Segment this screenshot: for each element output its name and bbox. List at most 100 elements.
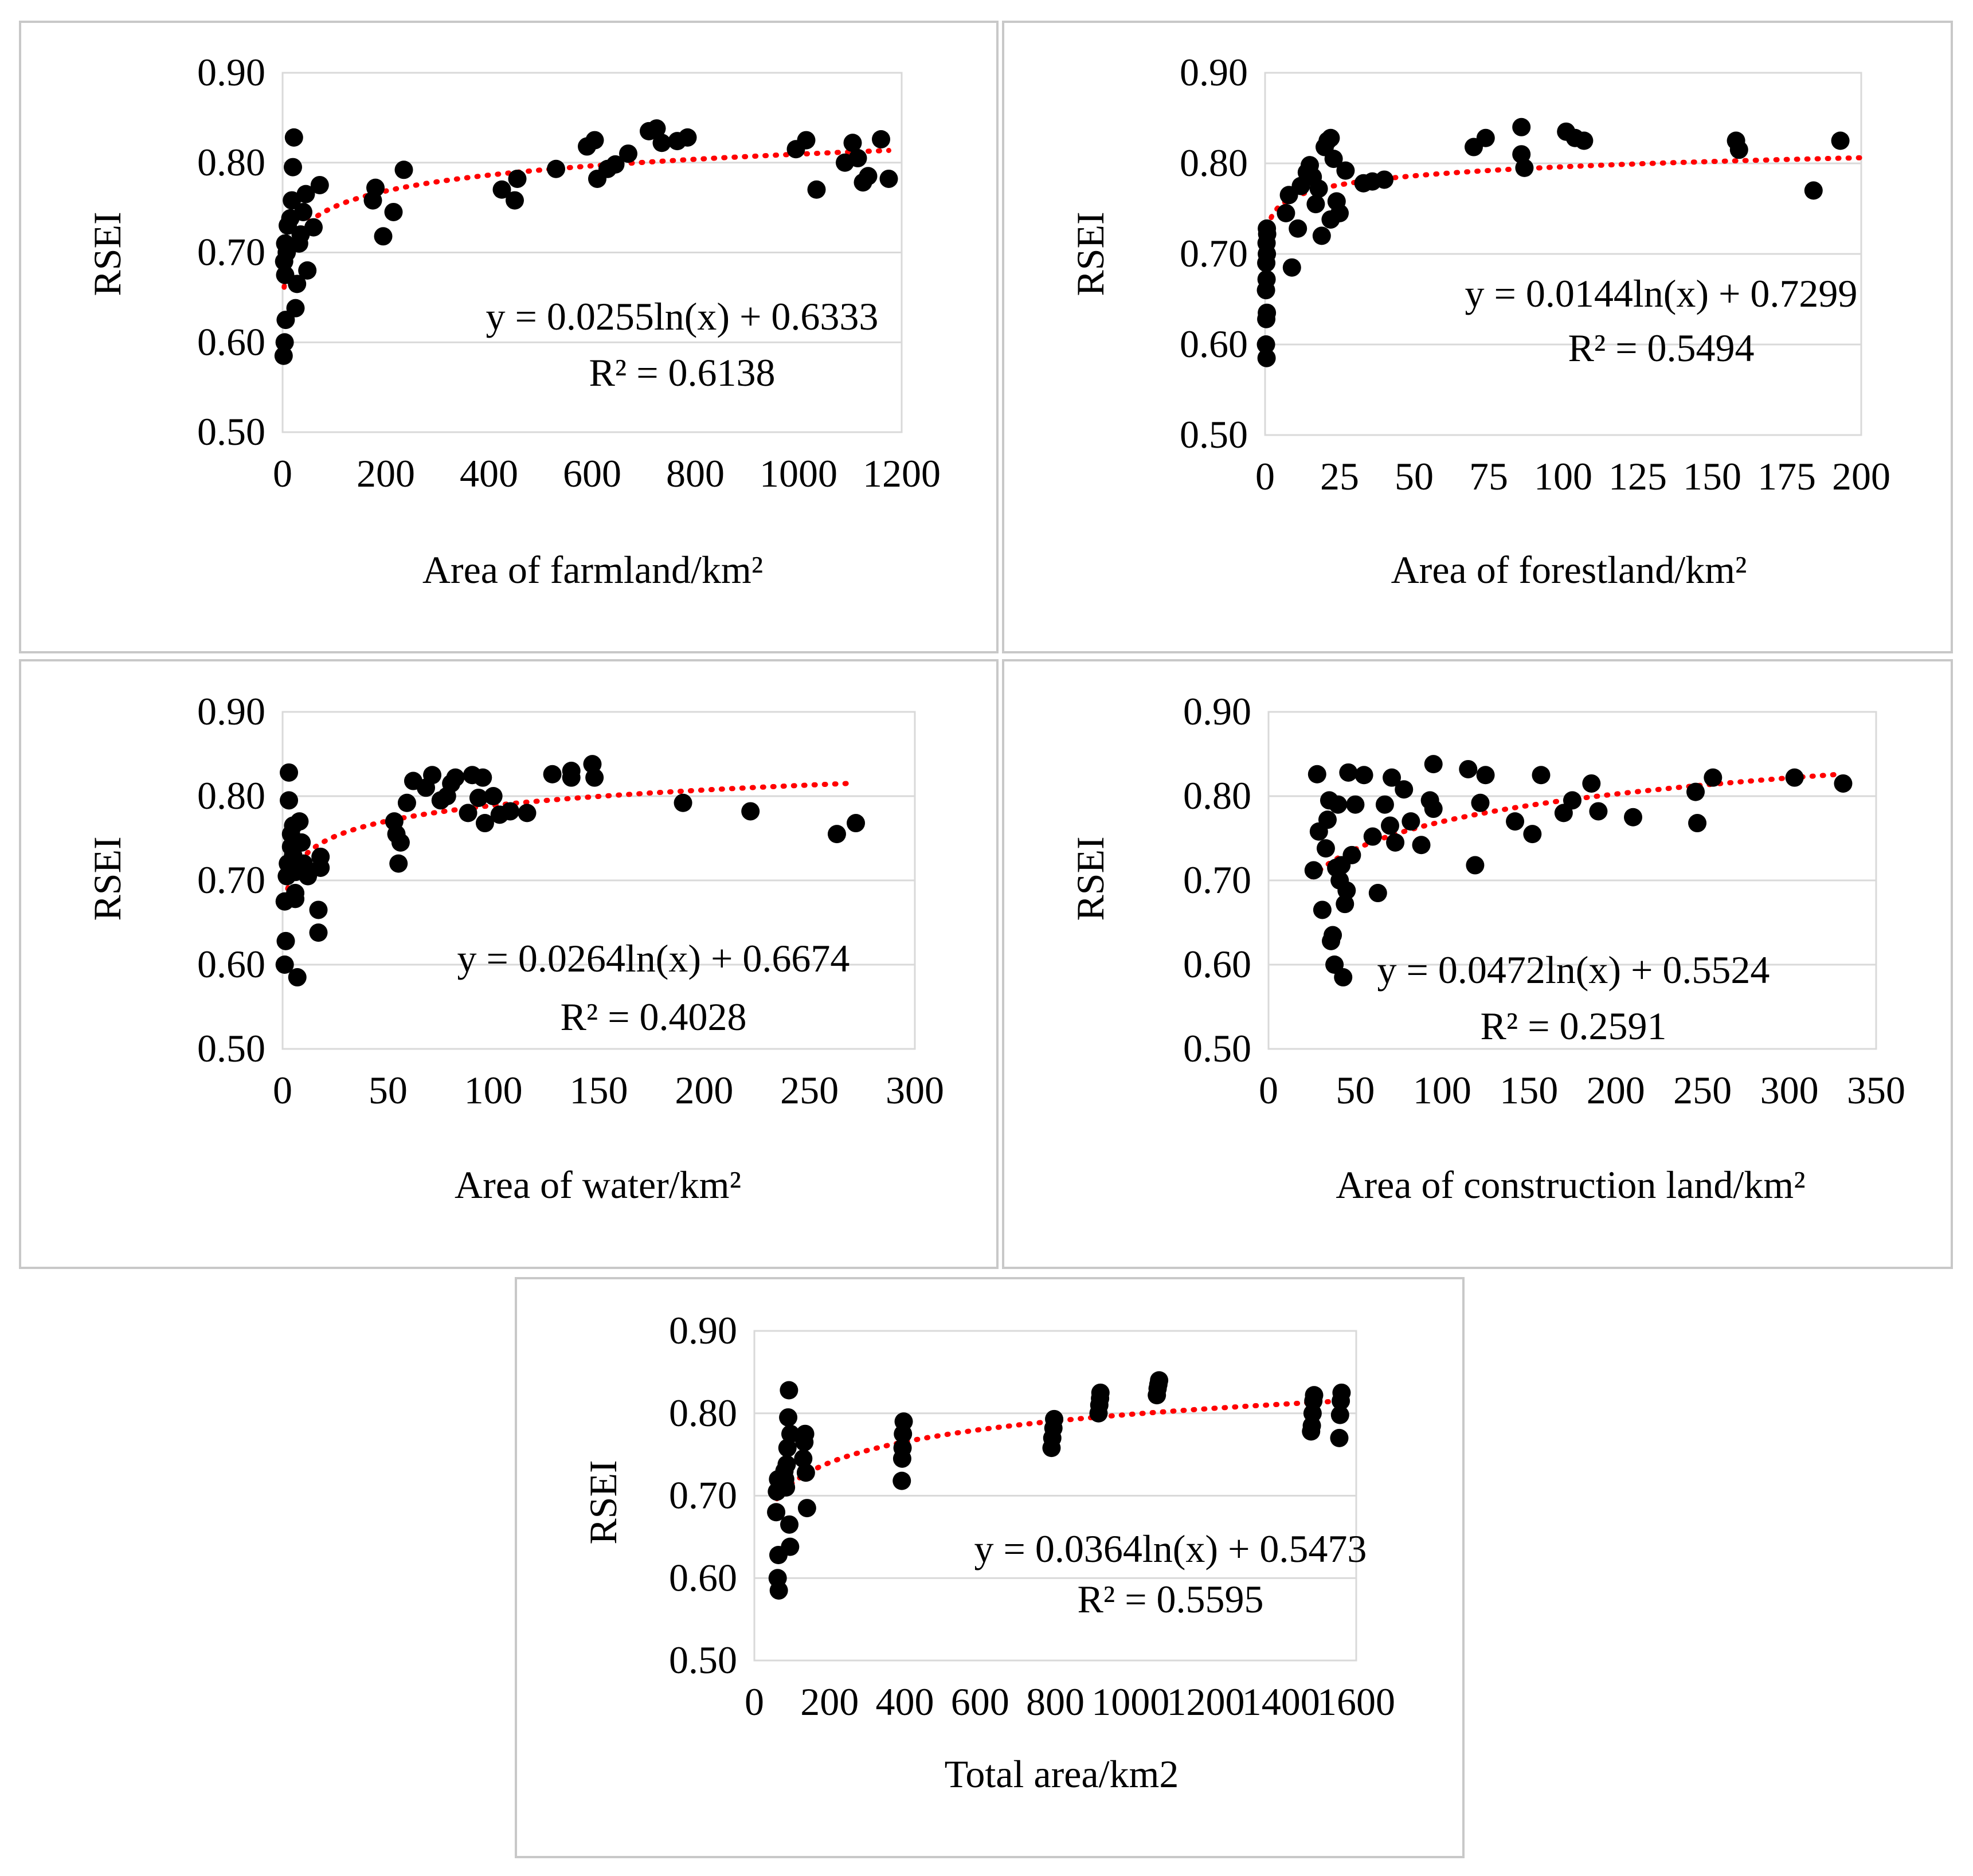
data-point bbox=[397, 793, 416, 812]
data-point bbox=[1476, 128, 1495, 147]
y-tick-label: 0.90 bbox=[1183, 690, 1251, 733]
data-point bbox=[276, 931, 295, 950]
data-point bbox=[1258, 303, 1277, 322]
data-point bbox=[374, 227, 393, 246]
x-tick-label: 1200 bbox=[863, 452, 941, 495]
data-point bbox=[366, 178, 385, 197]
x-tick-label: 600 bbox=[951, 1680, 1009, 1724]
x-tick-label: 25 bbox=[1320, 455, 1359, 498]
r-squared-label: R² = 0.5595 bbox=[1077, 1577, 1263, 1621]
data-point bbox=[1289, 219, 1307, 238]
data-point bbox=[843, 134, 862, 152]
x-axis-title: Area of farmland/km² bbox=[422, 548, 763, 592]
data-point bbox=[384, 202, 403, 221]
data-point bbox=[892, 1471, 911, 1490]
data-point bbox=[1831, 131, 1850, 150]
x-tick-label: 50 bbox=[1395, 455, 1434, 498]
x-tick-label: 0 bbox=[273, 1068, 292, 1112]
trendline-equation: y = 0.0264ln(x) + 0.6674 bbox=[457, 937, 850, 980]
y-tick-label: 0.60 bbox=[1183, 942, 1251, 986]
data-point bbox=[562, 768, 581, 787]
data-point bbox=[674, 793, 692, 812]
x-tick-label: 1000 bbox=[760, 452, 837, 495]
trendline-equation: y = 0.0472ln(x) + 0.5524 bbox=[1377, 948, 1770, 992]
data-point bbox=[286, 299, 305, 318]
data-point bbox=[848, 148, 867, 167]
trendline-equation: y = 0.0255ln(x) + 0.6333 bbox=[486, 295, 879, 338]
panel-frame bbox=[515, 1277, 1465, 1858]
data-point bbox=[1337, 881, 1356, 900]
data-point bbox=[1332, 1383, 1351, 1402]
data-point bbox=[794, 1449, 813, 1468]
y-axis-title: RSEI bbox=[85, 212, 129, 296]
r-squared-label: R² = 0.5494 bbox=[1568, 326, 1754, 370]
x-tick-label: 400 bbox=[876, 1680, 934, 1724]
data-point bbox=[288, 968, 307, 987]
data-point bbox=[1589, 802, 1608, 821]
x-tick-label: 0 bbox=[745, 1680, 764, 1724]
data-point bbox=[847, 814, 866, 833]
data-point bbox=[1785, 768, 1804, 787]
x-tick-label: 800 bbox=[666, 452, 725, 495]
panel-farmland: 0.50 0.60 0.70 0.80 0.90 0 200 400 600 800 1000 120… bbox=[19, 21, 999, 653]
data-point bbox=[1318, 810, 1337, 829]
data-point bbox=[309, 923, 328, 942]
data-point bbox=[459, 804, 477, 823]
data-point bbox=[394, 160, 413, 179]
data-point bbox=[446, 768, 465, 787]
y-tick-label: 0.90 bbox=[197, 50, 265, 94]
x-tick-label: 100 bbox=[1534, 455, 1592, 498]
x-tick-label: 600 bbox=[563, 452, 621, 495]
data-point bbox=[1257, 348, 1276, 367]
data-point bbox=[1258, 219, 1277, 238]
data-point bbox=[475, 814, 494, 833]
data-point bbox=[1476, 766, 1495, 785]
data-point bbox=[1563, 791, 1581, 810]
y-tick-label: 0.70 bbox=[1180, 232, 1248, 275]
y-tick-label: 0.50 bbox=[197, 410, 265, 453]
x-tick-label: 150 bbox=[1500, 1068, 1558, 1112]
x-tick-label: 800 bbox=[1026, 1680, 1085, 1724]
data-point bbox=[777, 1455, 796, 1474]
panel-water: 0.50 0.60 0.70 0.80 0.90 0 50 100 150 200 250 300 A… bbox=[19, 659, 999, 1269]
trendline bbox=[281, 148, 891, 290]
data-point bbox=[797, 131, 816, 150]
data-point bbox=[1471, 793, 1490, 812]
data-point bbox=[796, 1463, 815, 1482]
data-point bbox=[276, 234, 295, 253]
x-axis-title: Total area/km2 bbox=[945, 1752, 1179, 1796]
data-point bbox=[1834, 774, 1853, 793]
data-point bbox=[619, 144, 637, 163]
data-point bbox=[1688, 814, 1707, 833]
data-point bbox=[1305, 1386, 1324, 1405]
x-tick-label: 0 bbox=[1255, 455, 1275, 498]
data-point bbox=[1532, 766, 1551, 785]
data-point bbox=[797, 1499, 816, 1518]
y-tick-label: 0.70 bbox=[197, 230, 265, 274]
data-point bbox=[859, 167, 878, 186]
data-point bbox=[781, 1424, 800, 1443]
x-tick-label: 75 bbox=[1469, 455, 1508, 498]
y-tick-label: 0.50 bbox=[669, 1638, 737, 1682]
data-point bbox=[1624, 808, 1642, 827]
r-squared-label: R² = 0.2591 bbox=[1480, 1004, 1666, 1048]
data-point bbox=[1575, 131, 1594, 150]
data-point bbox=[292, 833, 311, 852]
data-point bbox=[1330, 1428, 1349, 1447]
data-point bbox=[311, 858, 330, 877]
y-tick-label: 0.60 bbox=[197, 942, 265, 986]
data-point bbox=[1459, 759, 1478, 778]
y-tick-label: 0.60 bbox=[669, 1556, 737, 1599]
y-tick-label: 0.70 bbox=[669, 1474, 737, 1517]
x-axis-title: Area of forestland/km² bbox=[1391, 548, 1747, 592]
data-point bbox=[1375, 170, 1393, 189]
data-point bbox=[1402, 812, 1420, 831]
data-point bbox=[423, 766, 442, 785]
y-tick-label: 0.60 bbox=[1180, 322, 1248, 366]
data-point bbox=[1729, 140, 1748, 159]
data-point bbox=[1424, 800, 1443, 818]
panel-forestland: 0.50 0.60 0.70 0.80 0.90 0 25 50 75 100 125 150 175 2… bbox=[1002, 21, 1953, 653]
y-tick-label: 0.60 bbox=[197, 320, 265, 363]
data-point bbox=[1256, 335, 1275, 354]
x-tick-label: 150 bbox=[1683, 455, 1741, 498]
